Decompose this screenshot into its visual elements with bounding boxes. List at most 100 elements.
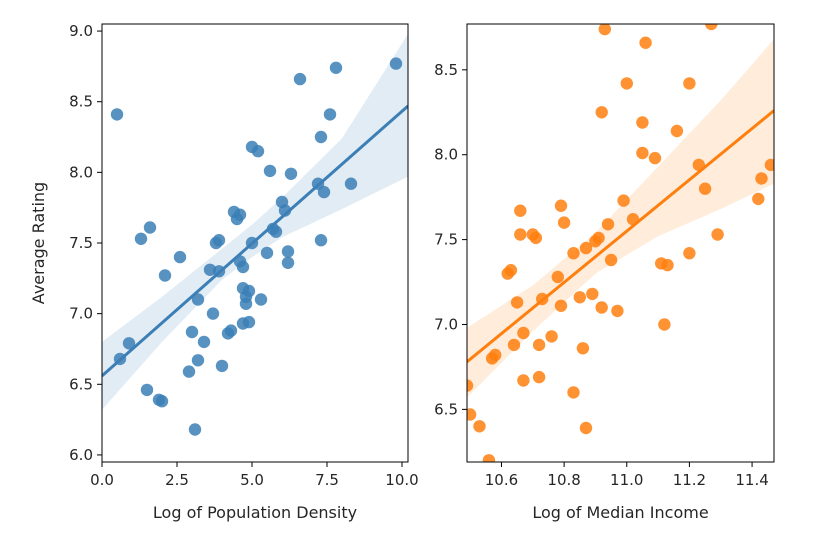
data-point <box>620 77 633 90</box>
data-point <box>140 383 154 397</box>
data-point <box>617 194 630 207</box>
data-point <box>752 192 765 206</box>
data-point <box>254 293 268 306</box>
data-point <box>517 374 530 387</box>
confidence-band <box>467 39 774 398</box>
data-point <box>239 297 253 310</box>
data-point <box>212 234 226 247</box>
data-point <box>514 228 527 241</box>
data-point <box>206 307 220 320</box>
data-point <box>482 454 496 462</box>
data-point <box>705 24 718 31</box>
data-point <box>755 172 768 185</box>
data-point <box>158 269 172 282</box>
data-point <box>314 234 328 247</box>
data-point <box>143 221 157 234</box>
data-point <box>251 145 265 158</box>
y-axis-label: Average Rating <box>29 182 48 304</box>
data-point <box>529 231 543 245</box>
data-point <box>134 232 148 245</box>
data-point <box>188 423 202 436</box>
data-point <box>611 304 624 318</box>
data-point <box>269 225 283 238</box>
confidence-band <box>102 33 408 410</box>
x-tick-label: 11.0 <box>610 471 643 489</box>
data-point <box>661 258 674 272</box>
data-point <box>489 348 502 362</box>
chart-panel-2: 10.6 10.8 11.0 11.2 11.4 6.5 7.0 7.5 8.0 8.5 Log o… <box>434 23 775 522</box>
y-tick-label: 9.0 <box>69 22 93 40</box>
data-point <box>233 208 247 221</box>
data-point <box>260 246 274 260</box>
data-point <box>567 247 580 260</box>
data-point <box>329 61 343 74</box>
chart-panel-1: 0.0 2.5 5.0 7.5 10.0 6.0 6.5 7.0 7.5 8.0 8.5 9.0 Log… <box>29 22 419 522</box>
data-point <box>467 379 474 392</box>
data-point <box>636 146 649 160</box>
data-point <box>389 57 403 70</box>
x-axis-label: Log of Median Income <box>532 503 708 522</box>
y-tick-label: 8.5 <box>69 93 93 111</box>
data-point <box>242 315 256 329</box>
regression-line <box>102 104 408 377</box>
data-point <box>314 130 328 144</box>
data-point <box>551 270 564 284</box>
data-point <box>698 182 712 195</box>
regression-line <box>467 109 774 363</box>
data-point <box>573 291 586 304</box>
x-tick-label: 10.8 <box>547 471 580 489</box>
data-point <box>598 24 611 36</box>
data-point <box>510 296 524 309</box>
data-point <box>764 158 774 172</box>
data-point <box>263 164 277 178</box>
data-point <box>579 241 593 255</box>
data-point <box>197 335 211 349</box>
y-tick-label: 7.5 <box>69 234 93 252</box>
data-point <box>595 301 608 314</box>
data-point <box>683 247 696 260</box>
y-tick-label: 6.0 <box>69 446 93 464</box>
data-point <box>323 108 337 121</box>
y-tick-label: 7.0 <box>69 305 93 323</box>
data-point <box>507 338 521 352</box>
y-tick-label: 8.0 <box>69 163 93 181</box>
data-point <box>215 359 229 373</box>
data-point <box>532 338 546 352</box>
data-point <box>281 256 295 269</box>
data-point <box>683 77 696 90</box>
x-tick-label: 7.5 <box>315 471 339 489</box>
data-point <box>173 250 187 264</box>
data-point <box>639 36 652 49</box>
plot-area <box>467 24 774 462</box>
data-point <box>224 324 238 337</box>
data-point <box>636 116 649 129</box>
y-tick-label: 6.5 <box>434 400 458 418</box>
x-axis-label: Log of Population Density <box>153 503 357 522</box>
data-point <box>567 386 580 399</box>
data-point <box>514 204 527 217</box>
data-point <box>242 284 256 298</box>
x-tick-label: 11.4 <box>735 471 768 489</box>
data-point <box>576 342 590 355</box>
axes-frame <box>466 23 775 463</box>
data-point <box>191 293 205 306</box>
data-point <box>473 420 486 433</box>
x-tick-label: 5.0 <box>240 471 264 489</box>
data-point <box>595 106 608 119</box>
data-point <box>317 185 331 199</box>
data-point <box>592 231 605 245</box>
x-tick-label: 10.6 <box>485 471 518 489</box>
data-point <box>554 199 568 212</box>
plot-area <box>102 33 408 436</box>
data-point <box>648 151 662 165</box>
x-tick-label: 10.0 <box>385 471 418 489</box>
data-point <box>182 365 196 378</box>
data-point <box>557 216 571 229</box>
data-point <box>467 408 477 421</box>
data-point <box>579 421 593 435</box>
data-point <box>504 264 518 277</box>
data-point <box>554 299 568 312</box>
data-point <box>601 218 615 231</box>
data-point <box>293 72 307 86</box>
